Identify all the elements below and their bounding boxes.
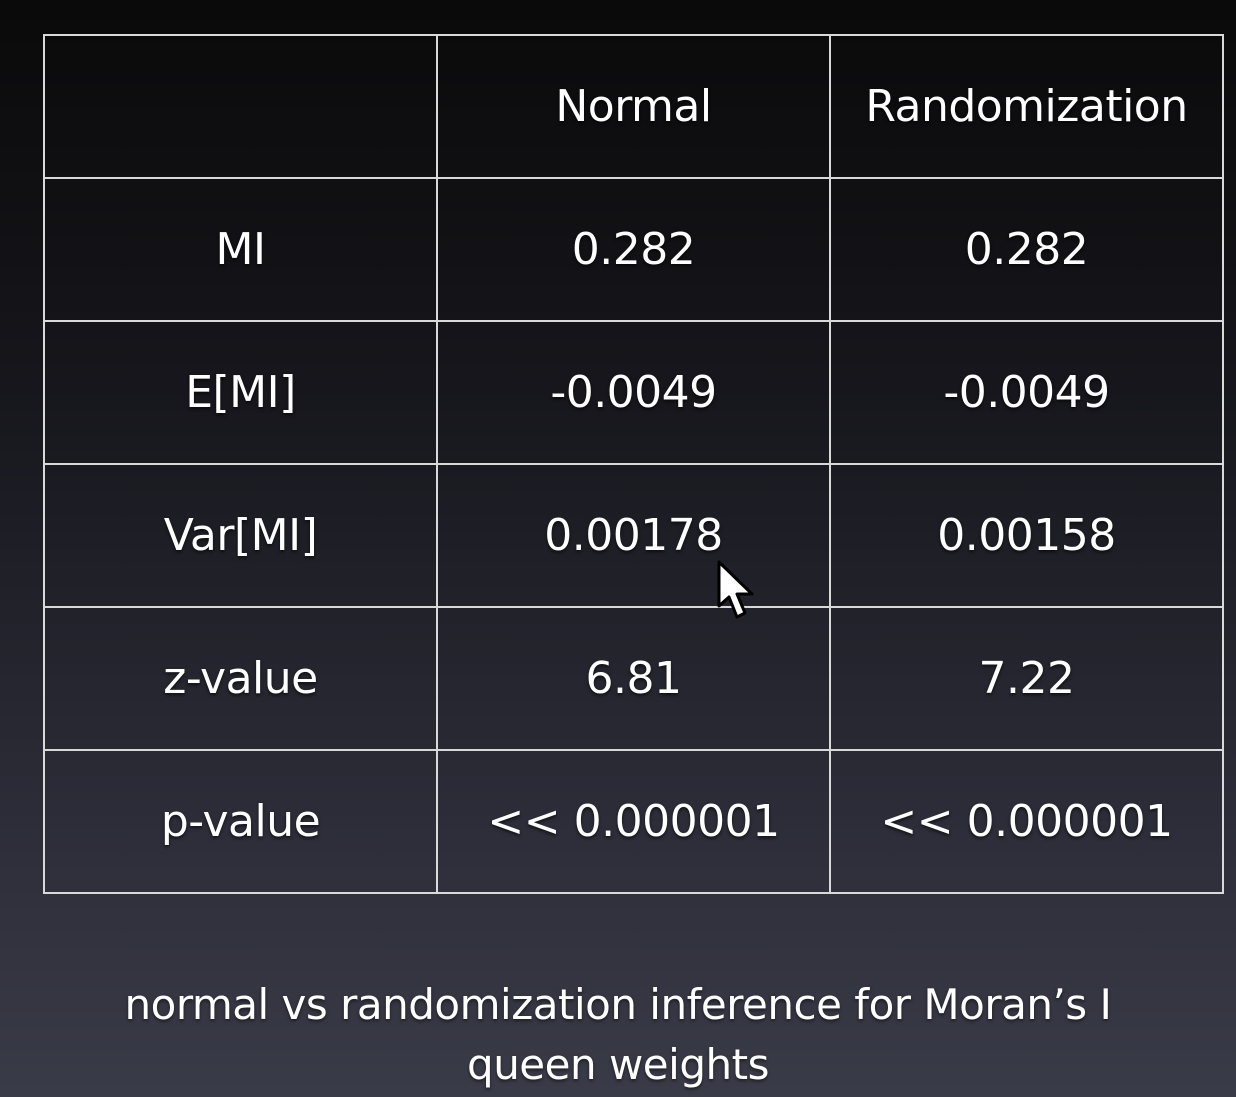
table-row: p-value << 0.000001 << 0.000001 [43, 749, 1224, 894]
slide-caption: normal vs randomization inference for Mo… [0, 975, 1236, 1095]
table-row: MI 0.282 0.282 [43, 177, 1224, 322]
randomization-value: -0.0049 [829, 320, 1224, 465]
table-row: E[MI] -0.0049 -0.0049 [43, 320, 1224, 465]
mouse-pointer-icon [717, 560, 754, 619]
row-label: MI [43, 177, 438, 322]
row-label: z-value [43, 606, 438, 751]
row-label: E[MI] [43, 320, 438, 465]
caption-line-2: queen weights [467, 1040, 769, 1089]
header-randomization: Randomization [829, 34, 1224, 179]
randomization-value: 7.22 [829, 606, 1224, 751]
table-row: Var[MI] 0.00178 0.00158 [43, 463, 1224, 608]
table-header-row: Normal Randomization [43, 34, 1224, 179]
row-label: p-value [43, 749, 438, 894]
normal-value: << 0.000001 [436, 749, 831, 894]
header-empty-cell [43, 34, 438, 179]
normal-value: 0.00178 [436, 463, 831, 608]
normal-value: 0.282 [436, 177, 831, 322]
normal-value: 6.81 [436, 606, 831, 751]
randomization-value: 0.00158 [829, 463, 1224, 608]
row-label: Var[MI] [43, 463, 438, 608]
caption-line-1: normal vs randomization inference for Mo… [124, 980, 1112, 1029]
moran-inference-table: Normal Randomization MI 0.282 0.282 E[MI… [43, 34, 1224, 894]
randomization-value: << 0.000001 [829, 749, 1224, 894]
header-normal: Normal [436, 34, 831, 179]
normal-value: -0.0049 [436, 320, 831, 465]
table-row: z-value 6.81 7.22 [43, 606, 1224, 751]
randomization-value: 0.282 [829, 177, 1224, 322]
